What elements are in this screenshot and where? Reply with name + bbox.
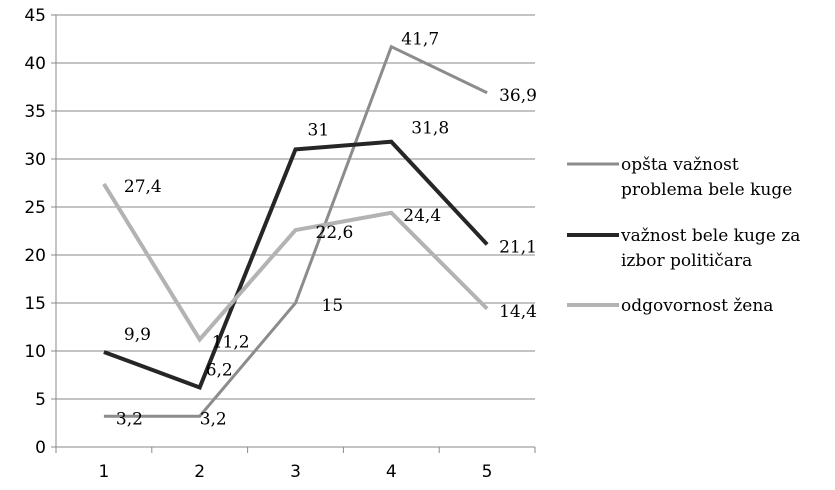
data-label: 14,4	[499, 302, 537, 322]
data-label: 11,2	[212, 332, 250, 352]
y-tick-label: 35	[24, 102, 46, 122]
data-labels: 3,2 3,2 15 41,7 36,9 9,9 6,2 31 31,8 21,1 27,4 11,2…	[116, 30, 537, 430]
x-axis-tick-labels: 1 2 3 4 5	[98, 462, 492, 482]
data-label: 41,7	[401, 30, 439, 50]
data-label: 3,2	[200, 409, 227, 429]
y-tick-label: 45	[24, 6, 46, 26]
y-tick-label: 40	[24, 54, 46, 74]
data-label: 3,2	[116, 409, 143, 429]
gridlines	[56, 14, 535, 400]
series-line-1	[103, 44, 488, 418]
series-lines	[102, 44, 489, 418]
legend-label: opšta važnost	[621, 155, 739, 175]
x-tick-label: 1	[98, 462, 109, 482]
data-label: 9,9	[124, 325, 151, 345]
y-tick-label: 25	[24, 198, 46, 218]
y-axis-tick-labels: 0 5 10 15 20 25 30 35 40 45	[24, 6, 46, 458]
legend-label: važnost bele kuge za	[620, 226, 800, 246]
series-line-2	[103, 139, 489, 391]
y-tick-label: 0	[35, 438, 46, 458]
x-tick-label: 3	[290, 462, 301, 482]
data-label: 22,6	[316, 223, 354, 243]
data-label: 31	[308, 120, 330, 140]
x-tick-label: 5	[482, 462, 493, 482]
legend-label: problema bele kuge	[621, 180, 792, 200]
data-label: 21,1	[499, 237, 537, 257]
y-tick-label: 30	[24, 150, 46, 170]
legend-label: odgovornost žena	[621, 296, 773, 316]
data-label: 27,4	[124, 177, 162, 197]
y-tick-label: 10	[24, 342, 46, 362]
data-label: 15	[322, 296, 344, 316]
data-label: 6,2	[206, 360, 233, 380]
data-label: 24,4	[403, 206, 441, 226]
legend: opšta važnost problema bele kuge važnost b…	[567, 155, 800, 316]
x-tick-label: 2	[194, 462, 205, 482]
x-tick-label: 4	[386, 462, 397, 482]
y-tick-label: 5	[35, 390, 46, 410]
data-label: 31,8	[411, 119, 449, 139]
series-line-3	[102, 182, 489, 343]
legend-label: izbor političara	[621, 251, 752, 271]
data-label: 36,9	[499, 86, 537, 106]
y-tick-label: 15	[24, 294, 46, 314]
axes	[51, 14, 536, 453]
y-tick-label: 20	[24, 246, 46, 266]
